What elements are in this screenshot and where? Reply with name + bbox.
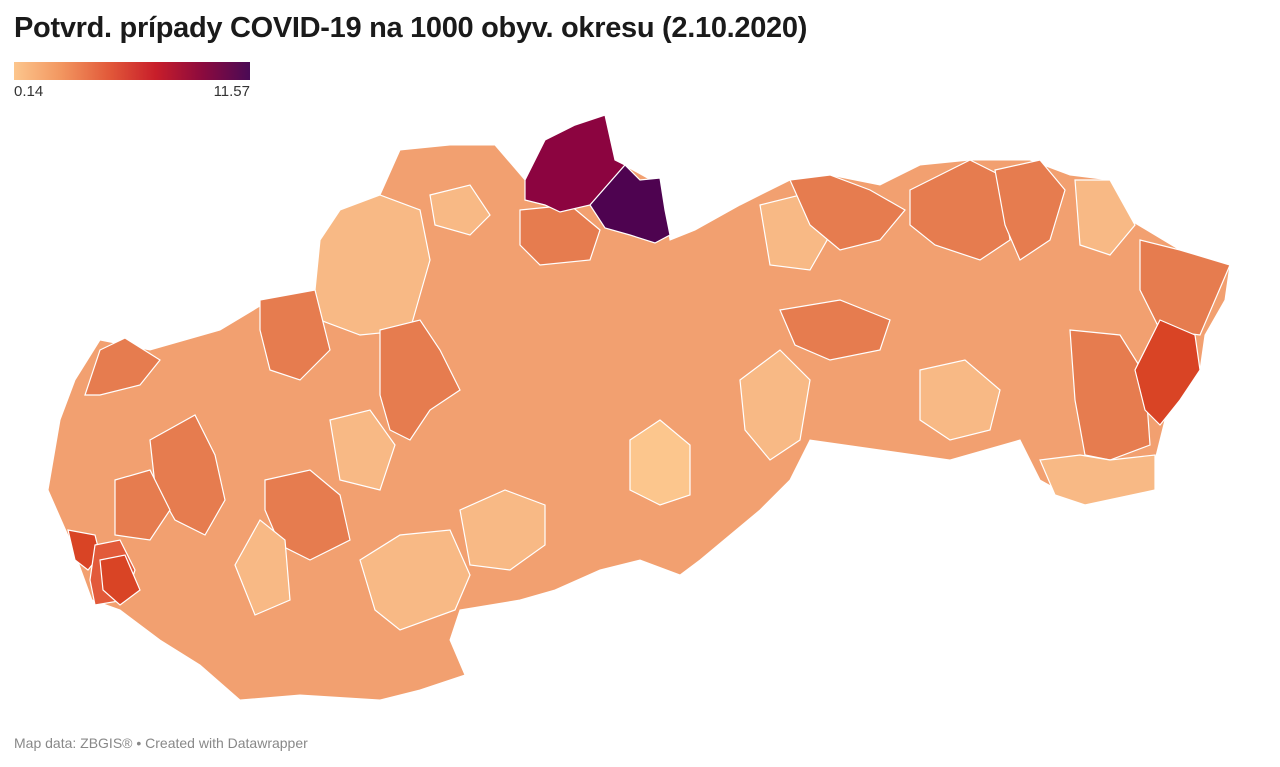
district-sobrance xyxy=(1134,319,1201,426)
district-patch xyxy=(234,519,291,616)
district-patch xyxy=(739,349,811,461)
district-patch xyxy=(429,184,491,236)
district-patch xyxy=(629,419,691,506)
district-bratislava xyxy=(99,554,141,606)
district-patch xyxy=(314,194,431,336)
district-patch xyxy=(84,337,161,396)
district-patch xyxy=(459,489,546,571)
district-patch xyxy=(1074,179,1136,256)
district-patch xyxy=(919,359,1001,441)
district-patch xyxy=(789,174,906,251)
district-patch xyxy=(259,289,331,381)
district-patch xyxy=(1139,239,1231,336)
district-patch xyxy=(909,159,1011,261)
district-patch xyxy=(1069,329,1151,461)
legend-labels: 0.14 11.57 xyxy=(14,83,250,100)
district-patch xyxy=(359,529,471,631)
legend-max-label: 11.57 xyxy=(213,83,250,100)
district-patch xyxy=(264,469,351,561)
district-patch xyxy=(994,159,1066,261)
slovakia-district-map xyxy=(47,114,1231,701)
district-patch xyxy=(1039,454,1156,506)
map-title: Potvrd. prípady COVID-19 na 1000 obyv. o… xyxy=(14,12,808,44)
district-patch xyxy=(329,409,396,491)
district-patch xyxy=(779,299,891,361)
legend-min-label: 0.14 xyxy=(14,83,44,100)
district-tvrdosin xyxy=(589,164,671,244)
district-patch xyxy=(379,319,461,441)
legend-gradient-bar xyxy=(14,62,250,80)
map-credit: Map data: ZBGIS® • Created with Datawrap… xyxy=(14,735,308,751)
district-patch xyxy=(114,469,171,541)
color-legend: 0.14 11.57 xyxy=(14,62,250,100)
